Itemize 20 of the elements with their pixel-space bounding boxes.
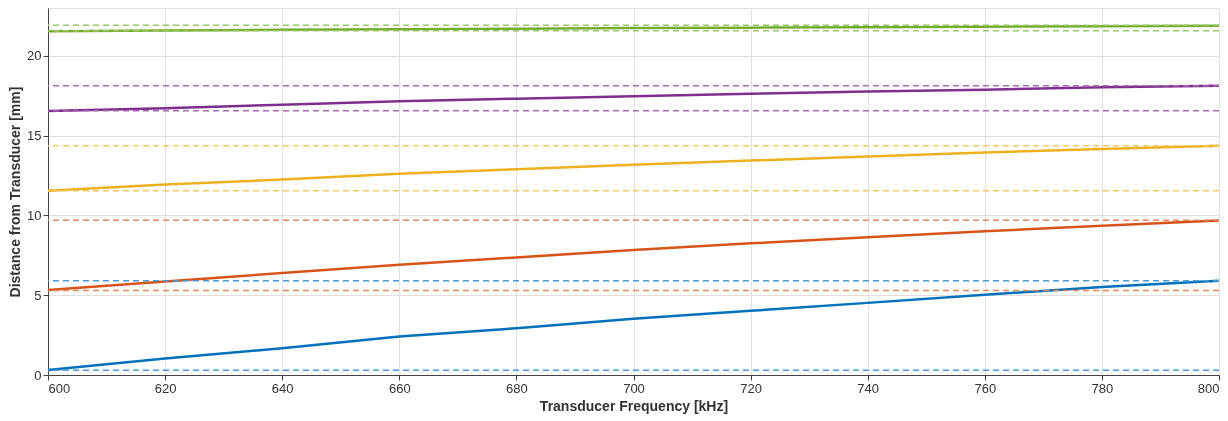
- x-tick-label: 720: [740, 380, 762, 396]
- y-tick-label: 10: [27, 207, 42, 223]
- y-axis-title: Distance from Transducer [mm]: [7, 86, 24, 298]
- y-tick-label: 5: [34, 287, 42, 303]
- line-series: [48, 144, 1219, 193]
- x-tick-label: 700: [623, 380, 645, 396]
- x-tick-label: 740: [857, 380, 880, 396]
- x-tick-label: 660: [388, 380, 411, 396]
- x-tick-label: 640: [271, 380, 294, 396]
- x-axis-title: Transducer Frequency [kHz]: [539, 397, 729, 414]
- x-tick-label: 760: [974, 380, 997, 396]
- x-tick-label: 800: [1197, 380, 1220, 396]
- line-series: [48, 219, 1219, 292]
- x-tick-label: 620: [154, 380, 177, 396]
- y-tick-label: 15: [27, 128, 42, 144]
- x-tick-label: 600: [48, 380, 71, 396]
- y-tick-label: 0: [34, 367, 42, 383]
- y-tick-label: 20: [27, 48, 42, 64]
- x-tick-label: 680: [506, 380, 528, 396]
- x-tick-label: 780: [1091, 380, 1114, 396]
